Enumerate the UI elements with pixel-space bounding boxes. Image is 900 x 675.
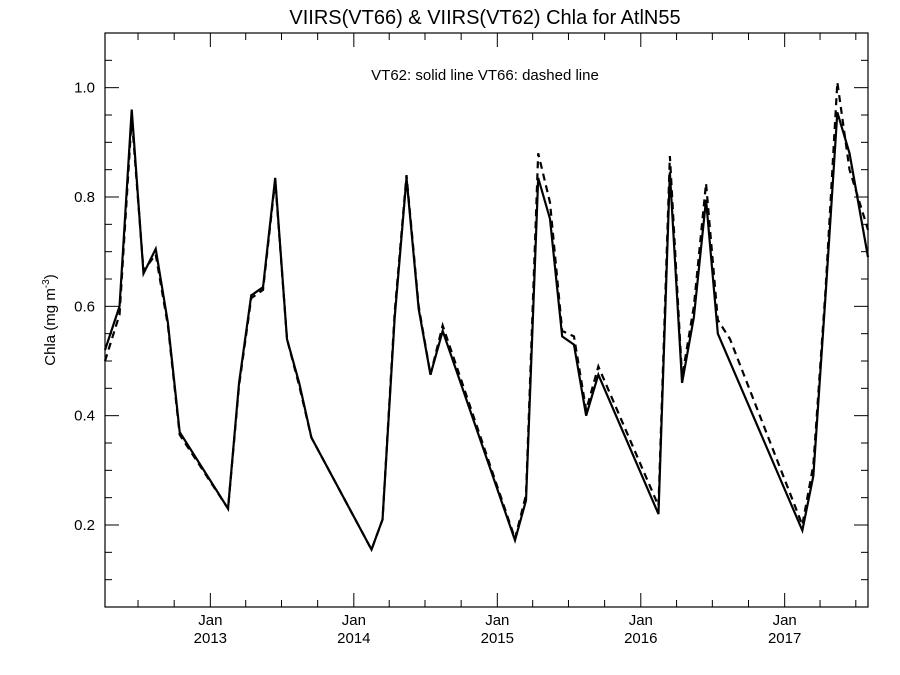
y-axis-label-close: ) bbox=[42, 274, 59, 279]
y-tick-label: 0.6 bbox=[74, 298, 95, 315]
x-tick-month-label: Jan bbox=[629, 612, 653, 629]
x-tick-month-label: Jan bbox=[342, 612, 366, 629]
legend-annotation: VT62: solid line VT66: dashed line bbox=[371, 67, 599, 84]
x-tick-year-label: 2015 bbox=[481, 630, 514, 647]
x-tick-month-label: Jan bbox=[485, 612, 509, 629]
x-tick-year-label: 2017 bbox=[768, 630, 801, 647]
y-tick-label: 1.0 bbox=[74, 80, 95, 97]
series-line-vt66 bbox=[103, 82, 870, 553]
chart-title: VIIRS(VT66) & VIIRS(VT62) Chla for AtlN5… bbox=[289, 7, 680, 29]
y-tick-label: 0.4 bbox=[74, 408, 95, 425]
y-axis-label-superscript: -3 bbox=[41, 279, 52, 288]
y-tick-label: 0.2 bbox=[74, 517, 95, 534]
plot-area-frame bbox=[104, 32, 869, 608]
x-tick-year-label: 2013 bbox=[194, 630, 227, 647]
axis-ticks: 0.20.40.60.81.0Jan2013Jan2014Jan2015Jan2… bbox=[74, 33, 868, 647]
x-tick-month-label: Jan bbox=[198, 612, 222, 629]
y-tick-label: 0.8 bbox=[74, 189, 95, 206]
series-line-vt62 bbox=[103, 109, 870, 553]
y-axis-label-main: Chla (mg m bbox=[42, 288, 59, 366]
x-tick-year-label: 2016 bbox=[624, 630, 657, 647]
series-lines bbox=[103, 82, 870, 553]
x-tick-month-label: Jan bbox=[773, 612, 797, 629]
y-axis-label: Chla (mg m-3) bbox=[41, 274, 59, 365]
x-tick-year-label: 2014 bbox=[337, 630, 370, 647]
